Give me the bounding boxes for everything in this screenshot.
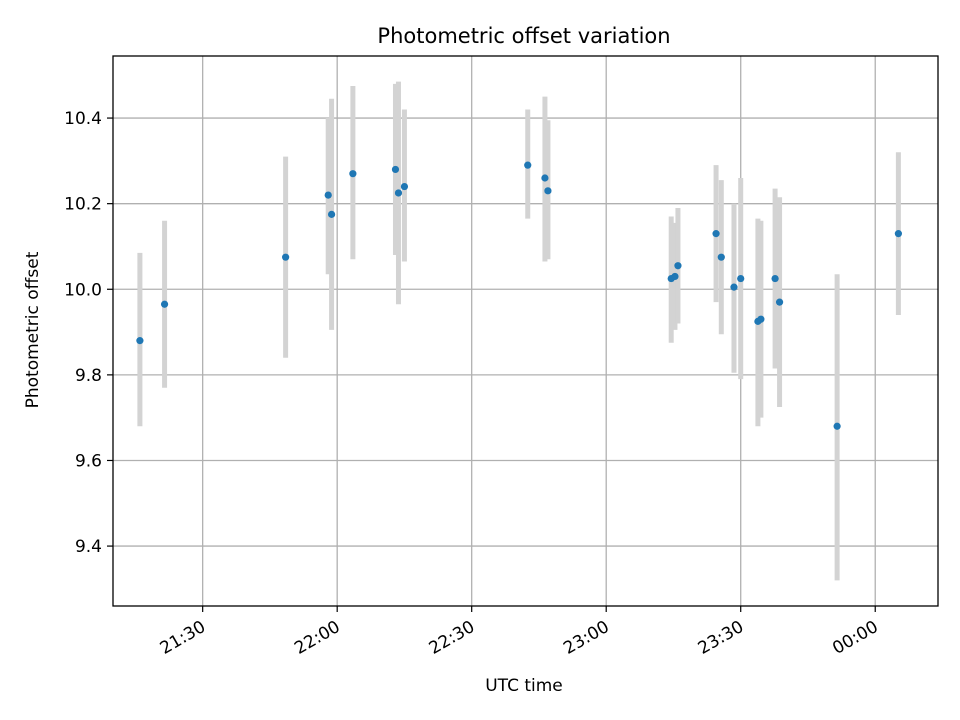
data-point [394,189,403,197]
y-tick-label: 10.4 [64,109,102,129]
y-tick-label: 9.4 [75,537,102,557]
y-tick-label: 10.0 [64,280,102,300]
plot-frame [112,55,939,607]
data-point [324,191,332,199]
data-point [737,274,745,283]
data-point [349,170,357,178]
data-point [717,253,725,261]
y-axis-title: Photometric offset [23,251,43,408]
data-point [771,274,779,283]
data-point [544,187,552,195]
data-point [327,210,336,218]
data-point [136,337,144,345]
data-point [524,161,532,169]
data-point [160,300,169,308]
chart-title: Photometric offset variation [377,24,670,48]
data-point [541,174,549,182]
data-point [894,230,902,238]
x-axis-title: UTC time [485,676,563,696]
data-point [671,272,679,281]
data-point [400,182,409,191]
data-point [775,298,784,306]
data-point [730,283,738,291]
data-point [833,422,841,430]
data-point [282,253,290,261]
y-tick-label: 10.2 [64,195,102,215]
data-points [136,161,902,430]
data-point [391,165,400,174]
y-tick-label: 9.8 [75,366,102,386]
data-point [674,262,682,270]
data-point [712,230,720,238]
data-point [757,315,765,323]
y-tick-label: 9.6 [75,451,102,471]
